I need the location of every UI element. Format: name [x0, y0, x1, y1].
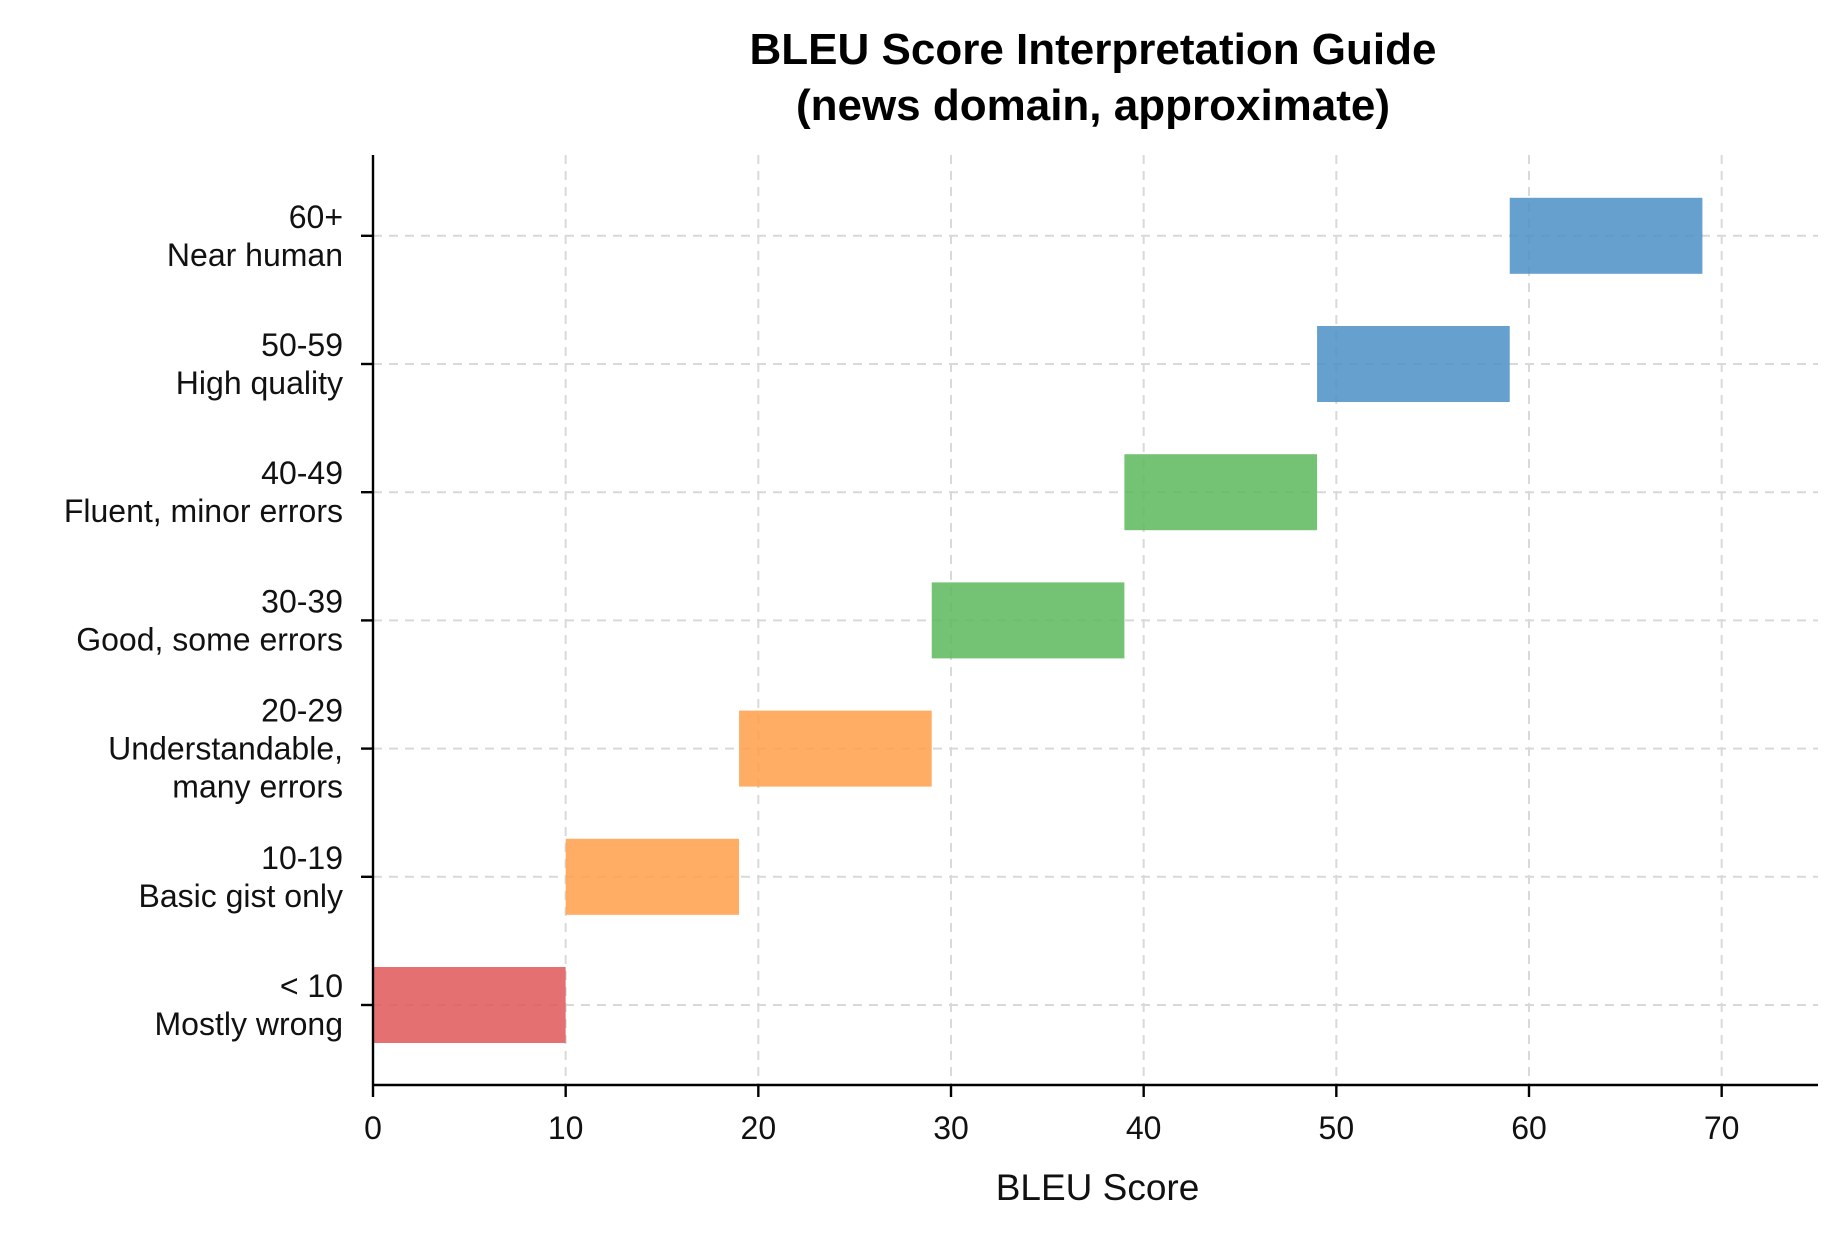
x-tick-label-50: 50	[1319, 1110, 1355, 1146]
y-tick-label-4: 40-49 Fluent, minor errors	[64, 455, 343, 529]
bar-2	[739, 710, 932, 787]
x-tick-label-40: 40	[1126, 1110, 1162, 1146]
x-tick-label-10: 10	[548, 1110, 584, 1146]
bar-5	[1317, 326, 1510, 402]
axes: 0 10 20 30 40 50 60 70 < 10 Mostly wrong 10-19 Basi…	[64, 155, 1818, 1146]
bar-6	[1509, 197, 1703, 274]
y-tick-label-6: 60+ Near human	[167, 199, 343, 273]
chart-title: BLEU Score Interpretation Guide (news dom…	[750, 25, 1437, 130]
x-tick-label-0: 0	[364, 1110, 382, 1146]
y-tick-label-3: 30-39 Good, some errors	[76, 583, 343, 657]
y-tick-label-1: 10-19 Basic gist only	[138, 840, 343, 914]
bar-3	[931, 582, 1125, 659]
x-tick-label-30: 30	[933, 1110, 969, 1146]
bar-4	[1124, 454, 1318, 531]
bar-1	[565, 838, 740, 915]
y-tick-label-2: 20-29 Understandable, many errors	[108, 693, 343, 805]
x-axis-label: BLEU Score	[996, 1167, 1200, 1208]
x-tick-label-20: 20	[741, 1110, 777, 1146]
y-tick-label-5: 50-59 High quality	[176, 327, 343, 401]
bar-0	[373, 967, 566, 1043]
bars	[373, 197, 1703, 1043]
x-tick-label-60: 60	[1511, 1110, 1547, 1146]
x-tick-label-70: 70	[1704, 1110, 1740, 1146]
y-tick-label-0: < 10 Mostly wrong	[155, 968, 344, 1042]
